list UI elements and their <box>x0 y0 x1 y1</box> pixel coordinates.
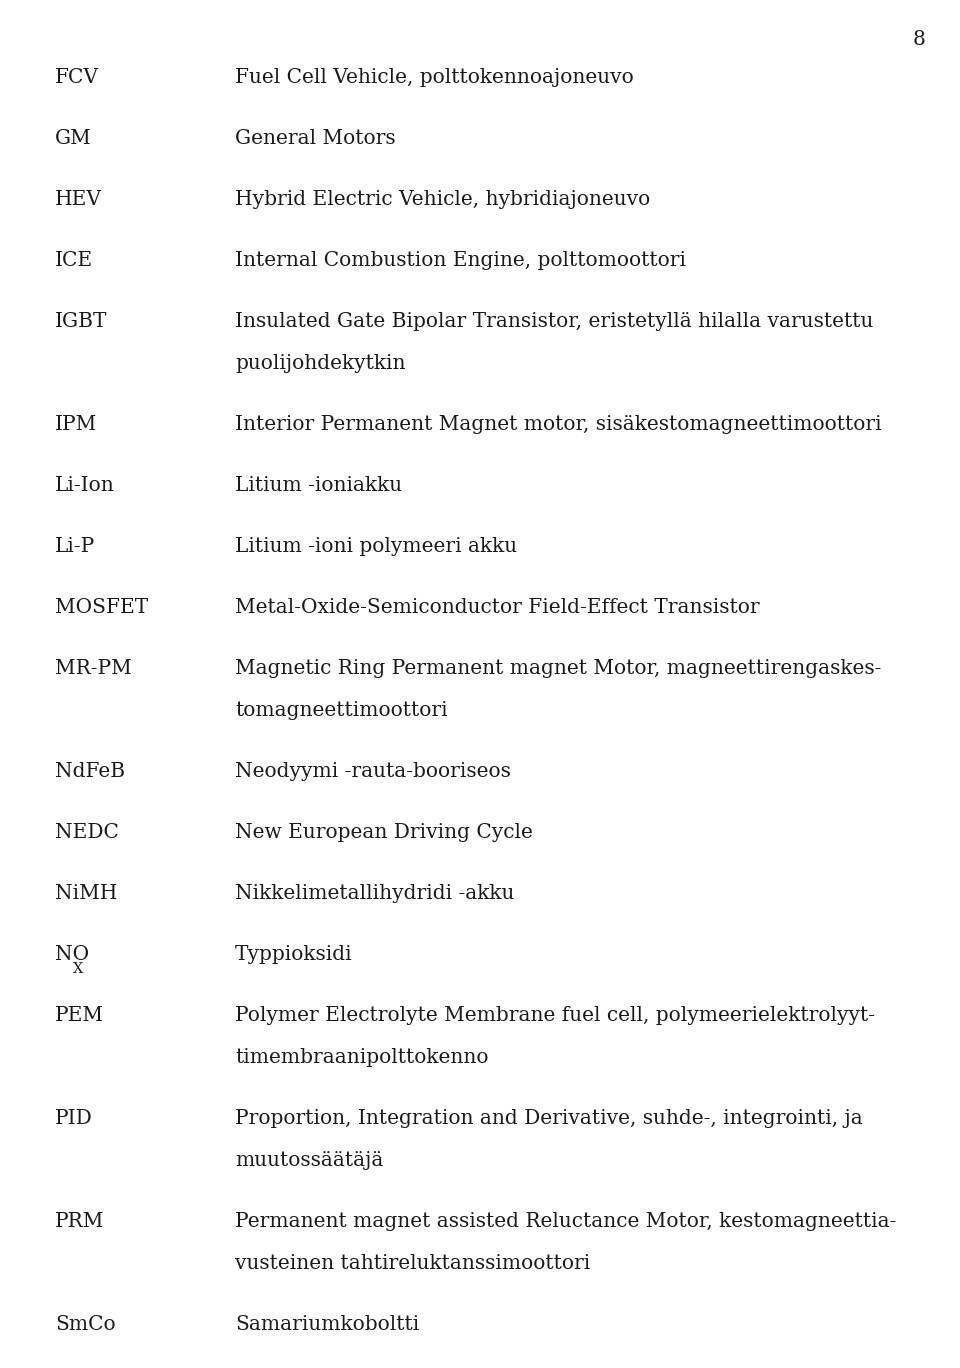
Text: Litium -ioniakku: Litium -ioniakku <box>235 476 402 495</box>
Text: PID: PID <box>55 1109 93 1129</box>
Text: Proportion, Integration and Derivative, suhde-, integrointi, ja: Proportion, Integration and Derivative, … <box>235 1109 863 1129</box>
Text: SmCo: SmCo <box>55 1315 115 1334</box>
Text: Interior Permanent Magnet motor, sisäkestomagneettimoottori: Interior Permanent Magnet motor, sisäkes… <box>235 415 881 434</box>
Text: NiMH: NiMH <box>55 884 117 903</box>
Text: Nikkelimetallihydridi -akku: Nikkelimetallihydridi -akku <box>235 884 515 903</box>
Text: ICE: ICE <box>55 250 93 269</box>
Text: NO: NO <box>55 945 89 964</box>
Text: puolijohdekytkin: puolijohdekytkin <box>235 354 405 373</box>
Text: FCV: FCV <box>55 68 99 88</box>
Text: PRM: PRM <box>55 1212 105 1231</box>
Text: tomagneettimoottori: tomagneettimoottori <box>235 700 447 720</box>
Text: General Motors: General Motors <box>235 129 396 148</box>
Text: X: X <box>73 963 84 977</box>
Text: NEDC: NEDC <box>55 824 119 841</box>
Text: GM: GM <box>55 129 92 148</box>
Text: MOSFET: MOSFET <box>55 598 148 617</box>
Text: Litium -ioni polymeeri akku: Litium -ioni polymeeri akku <box>235 538 517 555</box>
Text: Metal-Oxide-Semiconductor Field-Effect Transistor: Metal-Oxide-Semiconductor Field-Effect T… <box>235 598 759 617</box>
Text: PEM: PEM <box>55 1005 104 1025</box>
Text: Neodyymi -rauta-booriseos: Neodyymi -rauta-booriseos <box>235 762 511 781</box>
Text: Li-Ion: Li-Ion <box>55 476 115 495</box>
Text: Internal Combustion Engine, polttomoottori: Internal Combustion Engine, polttomootto… <box>235 250 686 269</box>
Text: Typpioksidi: Typpioksidi <box>235 945 352 964</box>
Text: Polymer Electrolyte Membrane fuel cell, polymeerielektrolyyt-: Polymer Electrolyte Membrane fuel cell, … <box>235 1005 875 1025</box>
Text: Fuel Cell Vehicle, polttokennoajoneuvo: Fuel Cell Vehicle, polttokennoajoneuvo <box>235 68 634 88</box>
Text: muutossäätäjä: muutossäätäjä <box>235 1150 383 1170</box>
Text: Hybrid Electric Vehicle, hybridiajoneuvo: Hybrid Electric Vehicle, hybridiajoneuvo <box>235 190 650 209</box>
Text: Magnetic Ring Permanent magnet Motor, magneettirengaskes-: Magnetic Ring Permanent magnet Motor, ma… <box>235 659 881 679</box>
Text: Samariumkoboltti: Samariumkoboltti <box>235 1315 420 1334</box>
Text: New European Driving Cycle: New European Driving Cycle <box>235 824 533 841</box>
Text: IPM: IPM <box>55 415 97 434</box>
Text: MR-PM: MR-PM <box>55 659 132 679</box>
Text: Li-P: Li-P <box>55 538 95 555</box>
Text: Insulated Gate Bipolar Transistor, eristetyllä hilalla varustettu: Insulated Gate Bipolar Transistor, erist… <box>235 312 874 331</box>
Text: IGBT: IGBT <box>55 312 108 331</box>
Text: vusteinen tahtireluktanssimoottori: vusteinen tahtireluktanssimoottori <box>235 1254 590 1274</box>
Text: timembraanipolttokenno: timembraanipolttokenno <box>235 1048 489 1067</box>
Text: Permanent magnet assisted Reluctance Motor, kestomagneettia-: Permanent magnet assisted Reluctance Mot… <box>235 1212 897 1231</box>
Text: 8: 8 <box>912 30 925 49</box>
Text: HEV: HEV <box>55 190 102 209</box>
Text: NdFeB: NdFeB <box>55 762 125 781</box>
